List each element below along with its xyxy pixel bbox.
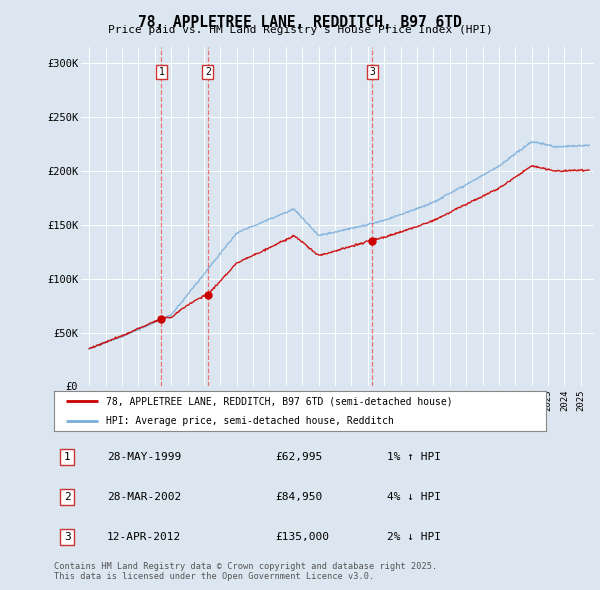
Text: 2% ↓ HPI: 2% ↓ HPI bbox=[386, 532, 440, 542]
Text: £62,995: £62,995 bbox=[276, 452, 323, 462]
Text: 1: 1 bbox=[158, 67, 164, 77]
Text: 2: 2 bbox=[64, 492, 71, 502]
Text: 4% ↓ HPI: 4% ↓ HPI bbox=[386, 492, 440, 502]
Text: 78, APPLETREE LANE, REDDITCH, B97 6TD (semi-detached house): 78, APPLETREE LANE, REDDITCH, B97 6TD (s… bbox=[106, 397, 452, 407]
Text: 78, APPLETREE LANE, REDDITCH, B97 6TD: 78, APPLETREE LANE, REDDITCH, B97 6TD bbox=[138, 15, 462, 30]
Text: 2: 2 bbox=[205, 67, 211, 77]
Text: 3: 3 bbox=[370, 67, 376, 77]
Text: 3: 3 bbox=[64, 532, 71, 542]
Text: Contains HM Land Registry data © Crown copyright and database right 2025.
This d: Contains HM Land Registry data © Crown c… bbox=[54, 562, 437, 581]
Text: 28-MAY-1999: 28-MAY-1999 bbox=[107, 452, 181, 462]
Text: 1: 1 bbox=[64, 452, 71, 462]
Text: Price paid vs. HM Land Registry's House Price Index (HPI): Price paid vs. HM Land Registry's House … bbox=[107, 25, 493, 35]
Text: 28-MAR-2002: 28-MAR-2002 bbox=[107, 492, 181, 502]
Text: 12-APR-2012: 12-APR-2012 bbox=[107, 532, 181, 542]
Text: £135,000: £135,000 bbox=[276, 532, 330, 542]
Text: HPI: Average price, semi-detached house, Redditch: HPI: Average price, semi-detached house,… bbox=[106, 416, 394, 426]
Text: 1% ↑ HPI: 1% ↑ HPI bbox=[386, 452, 440, 462]
Text: £84,950: £84,950 bbox=[276, 492, 323, 502]
